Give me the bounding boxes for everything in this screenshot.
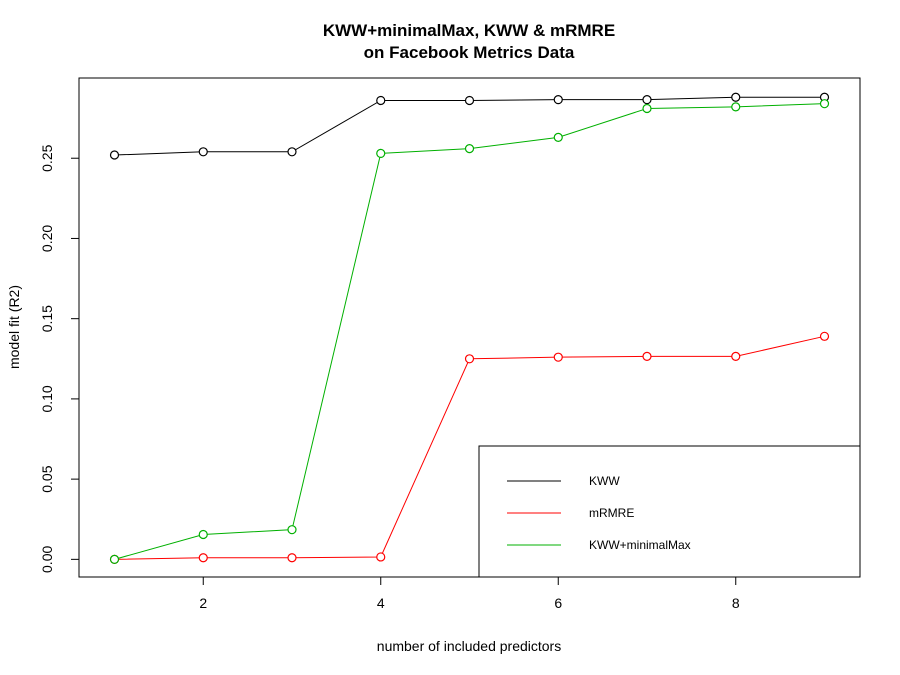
legend-box — [478, 445, 861, 578]
data-point-mrmre — [819, 331, 830, 341]
data-point-kww — [553, 95, 563, 105]
data-point-kww-minimalmax — [819, 99, 830, 109]
data-point-kww-minimalmax — [642, 103, 652, 114]
data-point-mrmre — [553, 352, 563, 362]
data-point-kww-minimalmax — [198, 529, 208, 540]
chart-title-line-2: on Facebook Metrics Data — [364, 43, 575, 62]
data-point-kww — [198, 147, 208, 157]
series-kww-minimalmax — [109, 99, 830, 564]
legend: KWW mRMRE KWW+minimalMax — [478, 445, 861, 578]
y-tick-label: 0.15 — [39, 305, 55, 332]
data-point-kww-minimalmax — [464, 143, 475, 154]
x-tick-label: 2 — [199, 595, 207, 611]
data-point-kww — [464, 95, 475, 106]
data-point-kww-minimalmax — [376, 148, 386, 159]
data-point-mrmre — [731, 351, 741, 361]
y-tick-label: 0.25 — [39, 144, 55, 171]
x-tick-label: 6 — [554, 595, 562, 611]
x-axis-label: number of included predictors — [377, 638, 561, 654]
data-point-mrmre — [642, 351, 652, 361]
data-point-mrmre — [287, 553, 297, 563]
x-axis: 2 4 6 8 — [199, 577, 740, 611]
data-point-kww-minimalmax — [109, 554, 120, 564]
data-point-kww — [109, 150, 120, 160]
series-kww — [109, 92, 830, 160]
legend-label: KWW+minimalMax — [589, 538, 691, 552]
plot-frame — [78, 77, 861, 578]
legend-label: KWW — [589, 474, 620, 488]
y-tick-label: 0.20 — [39, 225, 55, 252]
y-axis-label: model fit (R2) — [6, 285, 22, 369]
data-point-mrmre — [376, 552, 386, 562]
y-tick-label: 0.05 — [39, 465, 55, 492]
data-point-kww — [642, 95, 652, 105]
series-layer — [109, 92, 830, 564]
y-tick-label: 0.10 — [39, 385, 55, 412]
data-point-kww-minimalmax — [553, 132, 563, 142]
chart-title-line-1: KWW+minimalMax, KWW & mRMRE — [323, 21, 615, 40]
y-tick-label: 0.00 — [39, 546, 55, 573]
data-point-kww-minimalmax — [287, 525, 297, 535]
legend-label: mRMRE — [589, 506, 634, 520]
data-point-kww — [731, 92, 741, 102]
data-point-mrmre — [198, 553, 208, 563]
y-axis: 0.00 0.05 0.10 0.15 0.20 0.25 — [39, 144, 79, 573]
x-tick-label: 4 — [377, 595, 385, 611]
data-point-kww — [287, 147, 297, 157]
data-point-kww-minimalmax — [731, 102, 741, 112]
data-point-kww — [376, 95, 386, 106]
x-tick-label: 8 — [732, 595, 740, 611]
data-point-mrmre — [464, 354, 475, 364]
